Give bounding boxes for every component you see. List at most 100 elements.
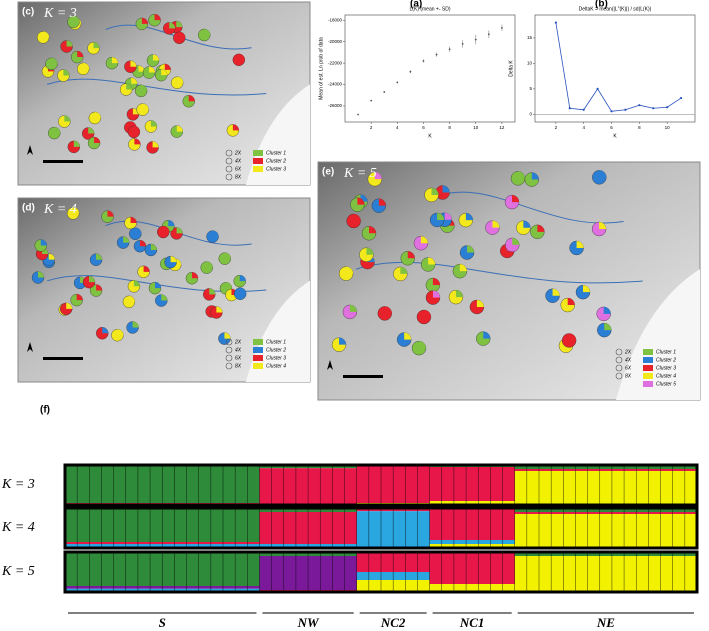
membership-segment [514,552,528,556]
membership-segment [223,542,236,544]
membership-segment [247,588,260,592]
membership-segment [381,572,394,580]
y-axis-label: Mean of est. Ln prob of data [318,37,324,100]
site-pie-slice [378,198,386,206]
membership-segment [539,552,552,556]
membership-segment [332,556,345,590]
site-pie-slice [428,257,436,265]
x-tick-label: 10 [665,125,671,130]
point [474,38,477,41]
membership-segment [320,544,333,548]
site-pie-slice [131,77,138,84]
membership-segment [526,512,540,514]
membership-segment [101,588,114,592]
membership-segment [125,552,139,586]
membership-segment [320,508,333,512]
membership-segment [101,465,114,503]
site-pie-slice [77,51,84,58]
membership-segment [344,465,357,469]
membership-segment [271,465,285,469]
membership-segment [466,501,479,505]
site-pie-slice [423,309,431,317]
site-pie-slice [459,264,467,272]
site-pie-slice [176,125,183,132]
site-pie-slice [161,69,168,76]
size-legend-circle [225,165,233,173]
membership-segment [223,544,236,548]
membership-segment [368,511,382,548]
membership-segment [186,542,199,544]
x-axis-label: K [613,133,617,139]
membership-segment [417,552,430,572]
membership-segment [295,468,309,505]
site-pie-slice [64,115,71,122]
membership-segment [405,580,418,592]
membership-segment [77,542,90,544]
y-tick-label: 15 [527,35,533,40]
membership-segment [636,512,649,514]
membership-segment [174,508,187,542]
site-pie-slice [238,53,245,60]
site-pie-slice [400,266,408,274]
site-pie-slice [604,323,612,331]
membership-segment [526,508,540,512]
membership-segment [113,586,127,589]
site-pie-slice [517,171,525,179]
membership-segment [368,466,382,503]
membership-segment [283,556,297,590]
membership-segment [526,556,540,592]
membership-segment [271,556,285,590]
site-pie-slice [366,247,374,255]
membership-segment [295,508,309,512]
point [624,108,627,111]
point [448,48,451,51]
membership-segment [587,556,601,592]
membership-segment [344,544,357,548]
site-pie-slice [209,288,216,295]
membership-segment [624,514,637,548]
membership-segment [575,508,588,512]
membership-segment [648,512,661,514]
size-legend-label: 6X [235,355,242,361]
membership-segment [210,508,224,542]
membership-segment [295,465,309,469]
point [396,81,399,84]
site-pie-slice [537,224,545,232]
membership-segment [563,556,576,592]
membership-segment [611,552,625,556]
membership-segment [672,508,686,512]
size-legend-label: 4X [625,357,632,363]
membership-segment [599,469,613,471]
y-tick-label: 0 [529,112,532,117]
site-pie-slice [161,294,168,301]
panel-label: (f) [40,405,50,416]
site-pie-slice [141,17,148,24]
site-pie-slice [420,236,428,244]
membership-segment [648,552,661,556]
membership-segment [89,544,102,548]
membership-segment [283,468,297,505]
site-pie-slice [40,239,47,246]
membership-segment [563,514,576,548]
membership-segment [502,584,515,592]
point [610,110,613,113]
size-legend-circle [225,157,233,165]
membership-segment [356,511,370,548]
membership-segment [490,467,503,501]
y-tick-label: -24000 [328,82,343,87]
membership-segment [551,465,564,469]
membership-segment [235,552,248,586]
membership-segment [356,466,370,503]
membership-segment [672,465,686,469]
membership-segment [101,552,114,586]
membership-segment [77,508,90,542]
membership-segment [113,552,127,586]
legend-label: Cluster 3 [266,166,286,172]
site-pie-slice [83,62,90,69]
point [638,104,641,107]
membership-segment [381,580,394,592]
size-legend-circle [615,364,623,372]
membership-segment [368,572,382,580]
membership-segment [381,508,394,512]
